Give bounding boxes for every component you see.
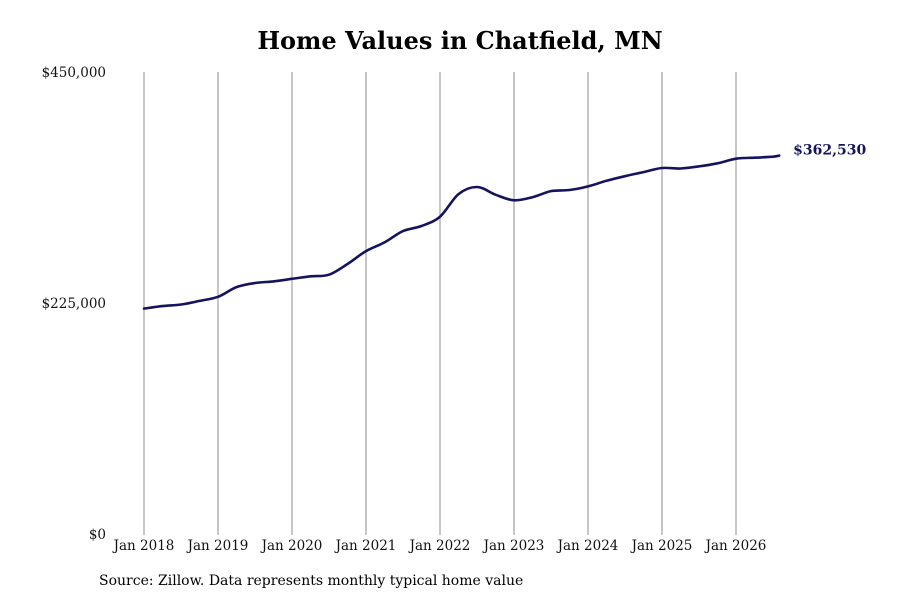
y-tick-label: $225,000 <box>42 296 106 312</box>
x-tick-label: Jan 2025 <box>630 538 693 554</box>
y-tick-label: $450,000 <box>42 65 106 81</box>
end-value-label: $362,530 <box>793 143 866 159</box>
series-layer: $362,530 <box>142 143 866 310</box>
x-tick-label: Jan 2023 <box>482 538 545 554</box>
x-tick-label: Jan 2018 <box>112 538 175 554</box>
home-value-line <box>142 154 781 310</box>
x-tick-label: Jan 2020 <box>260 538 323 554</box>
x-tick-label: Jan 2019 <box>186 538 249 554</box>
x-tick-label: Jan 2026 <box>704 538 767 554</box>
x-tick-label: Jan 2021 <box>334 538 397 554</box>
axis-labels: Jan 2018 Jan 2019 Jan 2020 Jan 2021 Jan 2022… <box>42 65 767 554</box>
gridlines <box>143 72 737 535</box>
x-tick-label: Jan 2024 <box>556 538 619 554</box>
chart-title: Home Values in Chatfield, MN <box>257 26 663 55</box>
x-tick-label: Jan 2022 <box>408 538 471 554</box>
source-note: Source: Zillow. Data represents monthly … <box>99 573 524 589</box>
y-tick-label: $0 <box>89 527 106 543</box>
